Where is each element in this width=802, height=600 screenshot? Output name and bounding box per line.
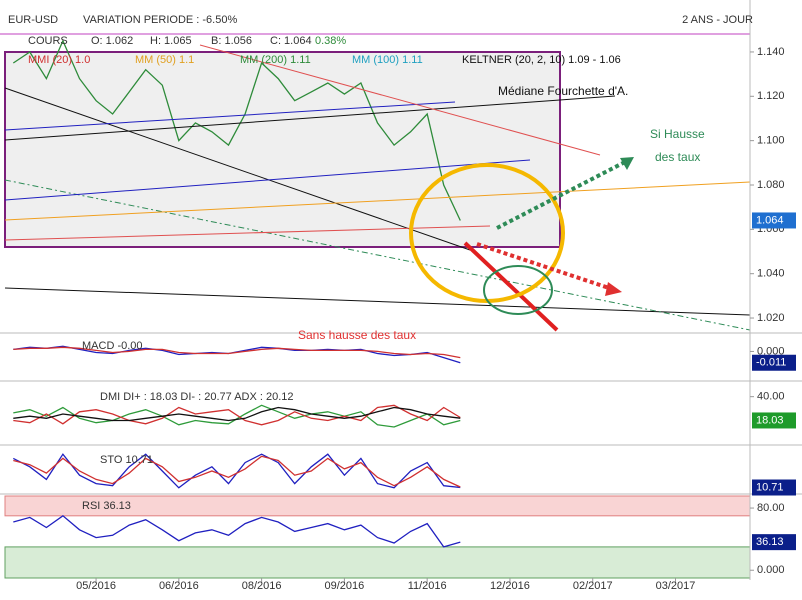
last-value-label: 36.13 bbox=[756, 536, 784, 548]
last-value-tag bbox=[752, 534, 796, 551]
series-line bbox=[13, 404, 461, 426]
legend-text: MM (50) 1.1 bbox=[135, 54, 194, 66]
x-tick-label: 12/2016 bbox=[490, 580, 530, 592]
trendline bbox=[4, 287, 751, 316]
trendline bbox=[4, 101, 456, 131]
series-line bbox=[13, 455, 461, 488]
series-line bbox=[13, 346, 461, 359]
panel-title: RSI 36.13 bbox=[82, 500, 131, 512]
trendline bbox=[199, 44, 601, 156]
arrow-head bbox=[605, 282, 622, 296]
y-tick-label: 1.020 bbox=[757, 312, 785, 324]
x-tick-label: 05/2016 bbox=[76, 580, 116, 592]
legend-text: MM (100) 1.11 bbox=[352, 54, 423, 66]
period: 2 ANS - JOUR bbox=[682, 14, 753, 26]
arrow-head bbox=[620, 157, 634, 170]
overlay bbox=[4, 44, 751, 332]
y-tick-label: 80.00 bbox=[757, 502, 785, 514]
trendline bbox=[4, 95, 616, 141]
x-tick-label: 11/2016 bbox=[408, 580, 447, 592]
legend-text: MM (200) 1.11 bbox=[240, 54, 311, 66]
last-value-label: 10.71 bbox=[756, 481, 784, 493]
legend-text: B: 1.056 bbox=[211, 35, 252, 47]
annotation: des taux bbox=[655, 150, 700, 164]
legend-text: 0.38% bbox=[315, 35, 346, 47]
marks bbox=[4, 39, 751, 579]
last-value-tag bbox=[752, 212, 796, 229]
last-value-label: 18.03 bbox=[756, 414, 784, 426]
panel-title: DMI DI+ : 18.03 DI- : 20.77 ADX : 20.12 bbox=[100, 391, 294, 403]
trendline bbox=[4, 181, 751, 221]
y-tick-label: 0.000 bbox=[757, 564, 785, 576]
y-tick-label: 1.040 bbox=[757, 268, 785, 280]
panel-title: STO 10.71 bbox=[100, 454, 153, 466]
legend-series: COURS bbox=[28, 35, 68, 47]
y-tick-label: 40.00 bbox=[757, 391, 785, 403]
legend-text: C: 1.064 bbox=[270, 35, 312, 47]
series-line bbox=[12, 39, 461, 221]
keltner-box bbox=[4, 51, 561, 248]
annotation: Sans hausse des taux bbox=[298, 328, 416, 342]
y-tick-label: 1.100 bbox=[757, 135, 785, 147]
last-value-tag bbox=[752, 354, 796, 371]
x-tick-label: 03/2017 bbox=[656, 580, 696, 592]
panel-title: MACD -0.00 bbox=[82, 340, 143, 352]
trendline bbox=[4, 87, 471, 251]
y-tick-label: 1.140 bbox=[757, 46, 785, 58]
annotation: Si Hausse bbox=[650, 127, 705, 141]
last-value-tag bbox=[752, 412, 796, 429]
oversold-band bbox=[4, 546, 751, 579]
series-line bbox=[13, 514, 461, 548]
variation: VARIATION PERIODE : -6.50% bbox=[83, 14, 237, 26]
series-line bbox=[13, 406, 461, 422]
x-tick-label: 02/2017 bbox=[573, 580, 613, 592]
y-tick-label: 1.120 bbox=[757, 90, 785, 102]
x-tick-label: 08/2016 bbox=[242, 580, 282, 592]
last-value-tag bbox=[752, 479, 796, 496]
legend-text: H: 1.065 bbox=[150, 35, 192, 47]
legend-text: O: 1.062 bbox=[91, 35, 133, 47]
y-tick-label: 0.000 bbox=[757, 345, 785, 357]
trendline bbox=[4, 159, 531, 201]
symbol: EUR-USD bbox=[8, 14, 58, 26]
last-value-label: -0.011 bbox=[756, 357, 786, 369]
y-tick-label: 1.080 bbox=[757, 179, 785, 191]
last-value-label: 1.064 bbox=[756, 214, 784, 226]
x-tick-label: 09/2016 bbox=[325, 580, 365, 592]
legend-text: MMI (20) 1.0 bbox=[28, 54, 90, 66]
trendline bbox=[4, 225, 491, 241]
projection bbox=[463, 241, 559, 332]
arrow bbox=[476, 242, 613, 291]
legend-text: KELTNER (20, 2, 10) 1.09 - 1.06 bbox=[462, 54, 621, 66]
annotation: Médiane Fourchette d'A. bbox=[498, 84, 628, 98]
highlight-circle bbox=[483, 265, 553, 315]
arrow bbox=[496, 160, 626, 230]
x-tick-label: 06/2016 bbox=[159, 580, 199, 592]
trendline bbox=[4, 179, 751, 331]
